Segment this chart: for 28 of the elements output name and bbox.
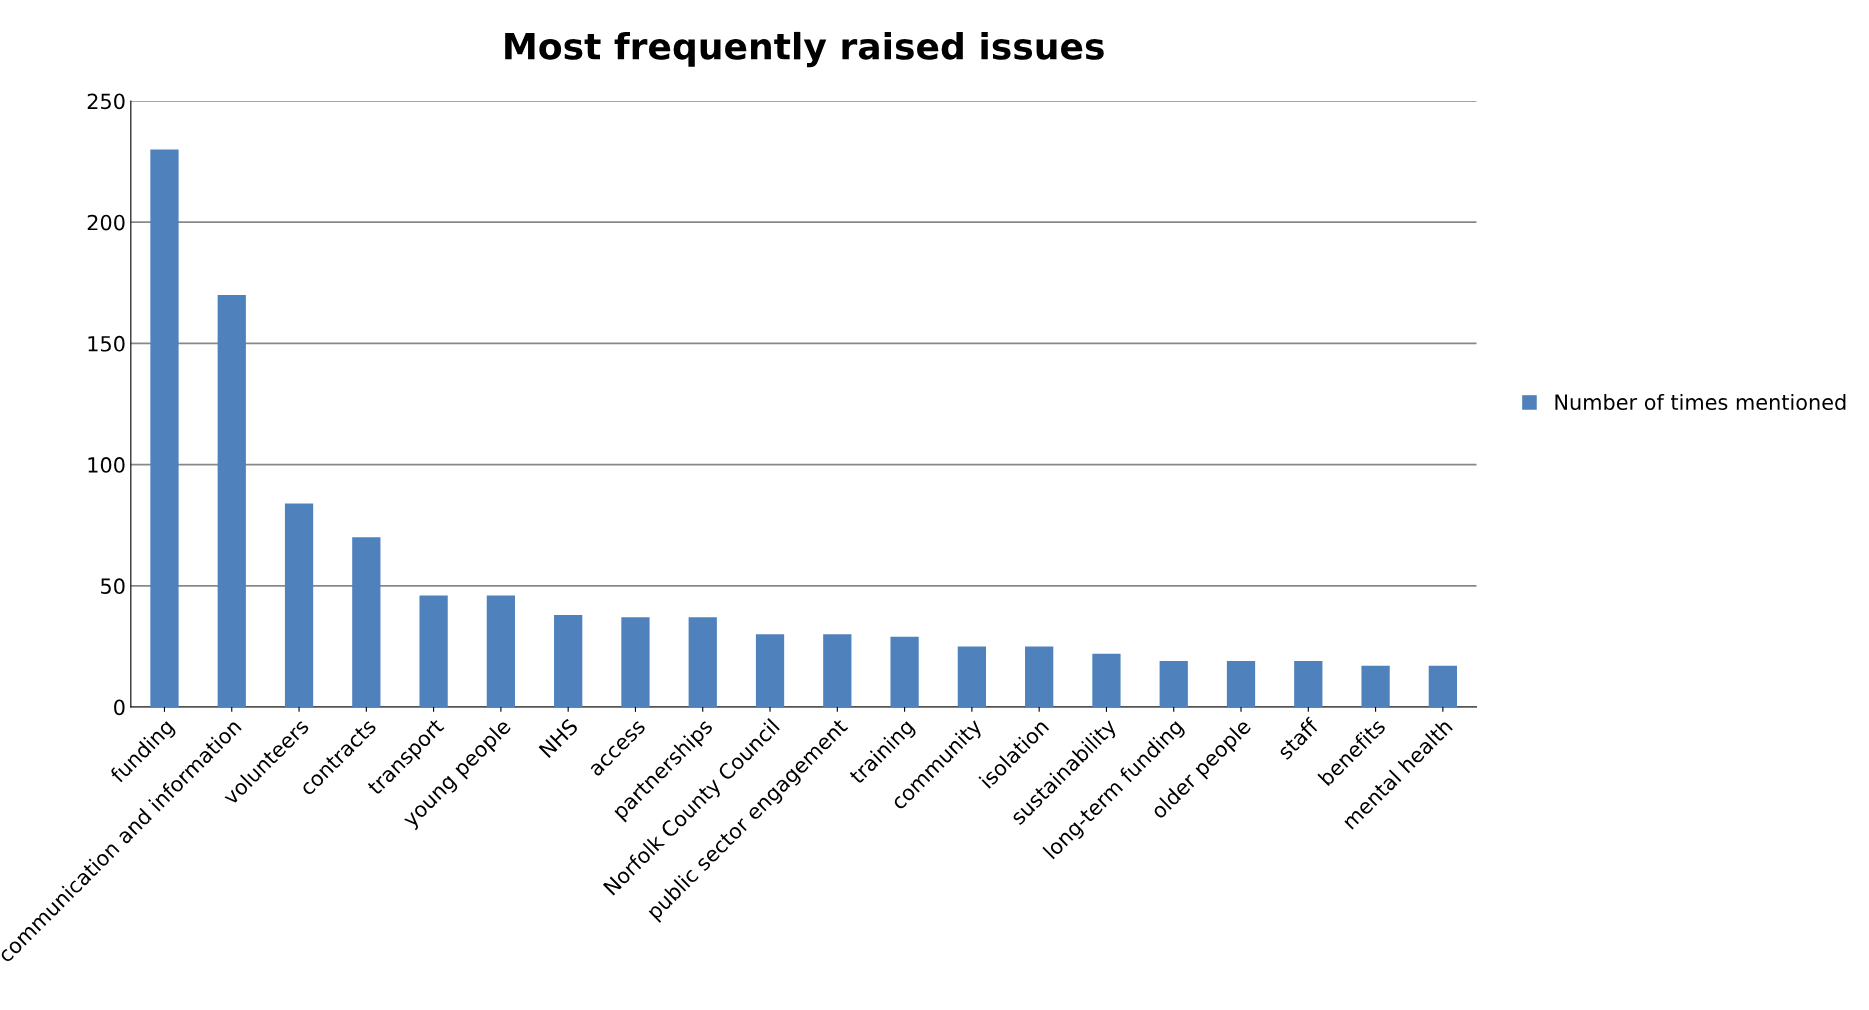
bar xyxy=(1025,646,1054,707)
chart-title: Most frequently raised issues xyxy=(505,31,1104,68)
bar xyxy=(352,537,381,707)
bar xyxy=(284,503,314,707)
y-tick-label: 250 xyxy=(87,93,125,110)
bar xyxy=(1361,665,1390,707)
y-tick-label: 150 xyxy=(88,335,125,352)
bar xyxy=(755,634,785,707)
bar xyxy=(688,617,717,707)
legend-label: Number of times mentioned xyxy=(1555,393,1846,411)
bar xyxy=(150,149,179,707)
bar xyxy=(890,636,919,707)
bar xyxy=(1428,665,1457,707)
bar xyxy=(1294,660,1323,707)
bar xyxy=(1226,660,1256,707)
y-tick-label: 50 xyxy=(101,578,125,595)
y-tick-label: 200 xyxy=(87,214,125,231)
bar xyxy=(486,595,516,707)
bar xyxy=(554,614,583,707)
y-tick-label: 100 xyxy=(88,457,125,473)
bar xyxy=(217,294,246,707)
bar xyxy=(1092,653,1121,707)
bar xyxy=(419,595,448,707)
y-tick-label: 0 xyxy=(114,699,125,716)
bar xyxy=(1159,660,1188,707)
bar xyxy=(957,646,987,707)
bar xyxy=(823,634,852,707)
bar xyxy=(621,617,650,707)
